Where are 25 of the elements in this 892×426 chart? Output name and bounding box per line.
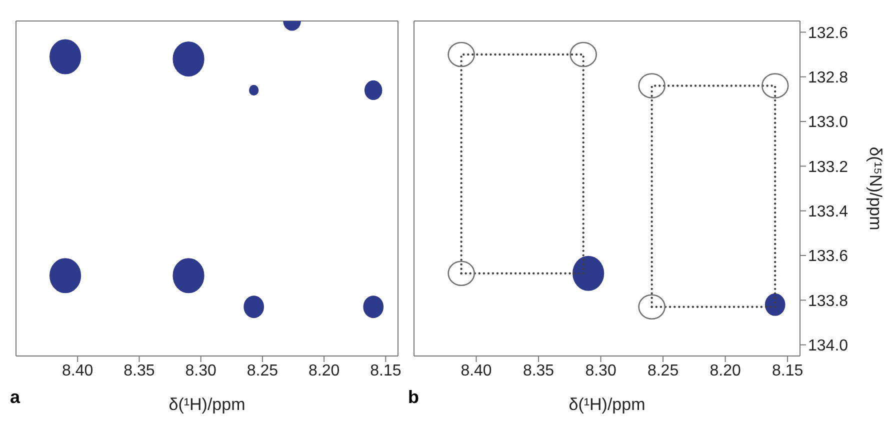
y-axis-title: δ(¹⁵N)/ppm — [866, 146, 885, 230]
x-tick-label: 8.35 — [124, 362, 155, 380]
y-tick-label: 133.8 — [808, 292, 848, 310]
x-tick-label: 8.20 — [308, 362, 340, 380]
x-tick-label: 8.15 — [370, 362, 402, 380]
x-axis-title: δ(¹H)/ppm — [568, 395, 646, 414]
x-tick-label: 8.40 — [460, 362, 492, 380]
text: b — [408, 387, 419, 408]
x-axis-title: δ(¹H)/ppm — [168, 395, 246, 414]
x-tick-label: 8.30 — [185, 362, 217, 380]
x-tick-label: 8.40 — [62, 362, 94, 380]
x-tick-label: 8.25 — [647, 362, 679, 380]
text: a — [10, 387, 20, 408]
y-tick-label: 132.8 — [808, 70, 848, 87]
y-tick-label: 132.6 — [808, 24, 848, 42]
y-tick-label: 133.4 — [808, 204, 848, 221]
x-tick-label: 8.35 — [522, 362, 554, 380]
x-tick-label: 8.15 — [772, 362, 804, 380]
y-tick-label: 133.0 — [808, 114, 848, 132]
y-tick-label: 133.6 — [808, 248, 848, 266]
y-tick-label: 133.2 — [808, 158, 848, 176]
y-tick-label: 134.0 — [808, 338, 848, 355]
x-tick-label: 8.30 — [585, 362, 616, 380]
x-tick-label: 8.20 — [710, 362, 741, 380]
x-tick-label: 8.25 — [246, 362, 278, 380]
